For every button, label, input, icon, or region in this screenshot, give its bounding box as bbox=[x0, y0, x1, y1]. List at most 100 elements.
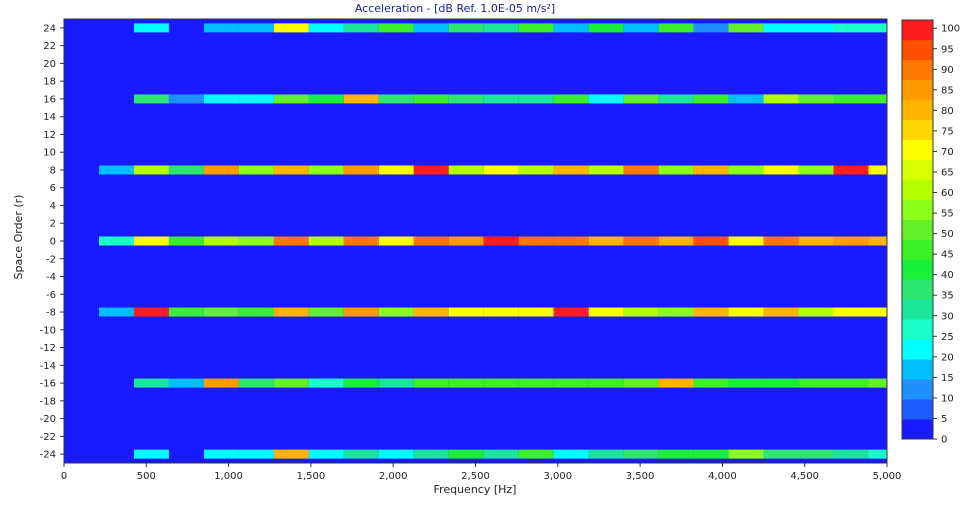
heatmap-cell bbox=[448, 165, 484, 175]
heatmap-cell bbox=[693, 23, 729, 33]
colorbar-segment bbox=[902, 59, 933, 81]
heatmap-cell bbox=[588, 165, 624, 175]
colorbar-tick-label: 90 bbox=[941, 65, 954, 76]
heatmap-cell bbox=[413, 378, 449, 388]
heatmap-cell bbox=[133, 94, 169, 104]
colorbar-segment bbox=[902, 79, 933, 101]
heatmap-cell bbox=[728, 23, 764, 33]
colorbar-tick-label: 95 bbox=[941, 44, 954, 55]
heatmap-cell bbox=[203, 449, 239, 459]
colorbar-tick-label: 25 bbox=[941, 332, 954, 343]
heatmap-cell bbox=[413, 165, 449, 175]
heatmap-cell bbox=[588, 307, 624, 317]
heatmap-cell bbox=[518, 165, 554, 175]
y-tick-label: 8 bbox=[50, 165, 56, 176]
colorbar-segment bbox=[902, 279, 933, 300]
heatmap-cell bbox=[133, 23, 169, 33]
heatmap-cell bbox=[483, 307, 519, 317]
heatmap-cell bbox=[623, 449, 659, 459]
heatmap-cell bbox=[588, 449, 624, 459]
heatmap-cell bbox=[728, 94, 764, 104]
heatmap-cell bbox=[168, 378, 204, 388]
heatmap-cell bbox=[238, 307, 274, 317]
y-tick-label: -14 bbox=[40, 361, 56, 372]
y-tick-label: 24 bbox=[43, 23, 56, 34]
heatmap-cell bbox=[273, 165, 309, 175]
heatmap-cell bbox=[693, 378, 729, 388]
heatmap-cell bbox=[763, 94, 799, 104]
heatmap-cell bbox=[623, 307, 659, 317]
colorbar-segment bbox=[902, 119, 933, 141]
heatmap-cell bbox=[483, 378, 519, 388]
heatmap-cell bbox=[378, 236, 414, 246]
heatmap-cell bbox=[763, 449, 799, 459]
colorbar-segment bbox=[902, 99, 933, 121]
heatmap-cell bbox=[833, 165, 869, 175]
heatmap-cell bbox=[693, 307, 729, 317]
colorbar-segment bbox=[902, 399, 933, 420]
heatmap-cell bbox=[413, 236, 449, 246]
colorbar-tick-label: 30 bbox=[941, 311, 954, 322]
heatmap-cell bbox=[763, 23, 799, 33]
y-tick-label: -20 bbox=[40, 414, 56, 425]
heatmap-cell bbox=[553, 165, 589, 175]
heatmap-cell bbox=[308, 94, 344, 104]
colorbar-tick-label: 65 bbox=[941, 167, 954, 178]
heatmap-cell bbox=[868, 94, 887, 104]
heatmap-cell bbox=[483, 449, 519, 459]
heatmap-cell bbox=[868, 307, 887, 317]
heatmap-cell bbox=[623, 23, 659, 33]
colorbar-segment bbox=[902, 239, 933, 260]
y-tick-label: 6 bbox=[50, 183, 56, 194]
heatmap-cell bbox=[308, 307, 344, 317]
heatmap-cell bbox=[763, 378, 799, 388]
colorbar-tick-label: 0 bbox=[941, 435, 947, 446]
heatmap-cell bbox=[728, 449, 764, 459]
colorbar-segment bbox=[902, 299, 933, 320]
heatmap-cell bbox=[623, 236, 659, 246]
y-tick-label: -12 bbox=[40, 343, 56, 354]
heatmap-cell bbox=[798, 165, 834, 175]
heatmap-cell bbox=[98, 236, 134, 246]
heatmap-cell bbox=[483, 23, 519, 33]
y-tick-label: 0 bbox=[50, 237, 56, 248]
heatmap-cell bbox=[343, 165, 379, 175]
heatmap-cell bbox=[518, 378, 554, 388]
heatmap-cell bbox=[448, 23, 484, 33]
heatmap-cell bbox=[343, 236, 379, 246]
y-tick-label: -6 bbox=[46, 290, 56, 301]
x-tick-label: 500 bbox=[137, 471, 156, 482]
heatmap-cell bbox=[658, 236, 694, 246]
heatmap-cell bbox=[413, 23, 449, 33]
heatmap-cell bbox=[623, 165, 659, 175]
heatmap-cell bbox=[98, 165, 134, 175]
y-tick-label: -2 bbox=[46, 254, 56, 265]
heatmap-cell bbox=[168, 94, 204, 104]
colorbar-tick-label: 85 bbox=[941, 85, 954, 96]
colorbar-segment bbox=[902, 339, 933, 360]
y-tick-label: 4 bbox=[50, 201, 56, 212]
heatmap-cell bbox=[518, 236, 554, 246]
heatmap-cell bbox=[693, 94, 729, 104]
heatmap-cell bbox=[483, 165, 519, 175]
colorbar-tick-label: 60 bbox=[941, 188, 954, 199]
heatmap-cell bbox=[763, 307, 799, 317]
colorbar-tick-label: 15 bbox=[941, 373, 954, 384]
heatmap-cell bbox=[378, 23, 414, 33]
heatmap-cell bbox=[98, 307, 134, 317]
y-axis: 242220181614121086420-2-4-6-8-10-12-14-1… bbox=[40, 23, 64, 461]
heatmap-cell bbox=[133, 449, 169, 459]
colorbar-segment bbox=[902, 199, 933, 220]
colorbar-tick-label: 35 bbox=[941, 291, 954, 302]
x-tick-label: 2,000 bbox=[379, 471, 408, 482]
colorbar-segment bbox=[902, 179, 933, 200]
heatmap-cell bbox=[343, 307, 379, 317]
heatmap-cell bbox=[588, 23, 624, 33]
heatmap-cell bbox=[553, 378, 589, 388]
heatmap-cell bbox=[168, 307, 204, 317]
heatmap-cell bbox=[658, 307, 694, 317]
heatmap-cell bbox=[378, 94, 414, 104]
heatmap-cell bbox=[868, 449, 887, 459]
heatmap-cell bbox=[448, 94, 484, 104]
